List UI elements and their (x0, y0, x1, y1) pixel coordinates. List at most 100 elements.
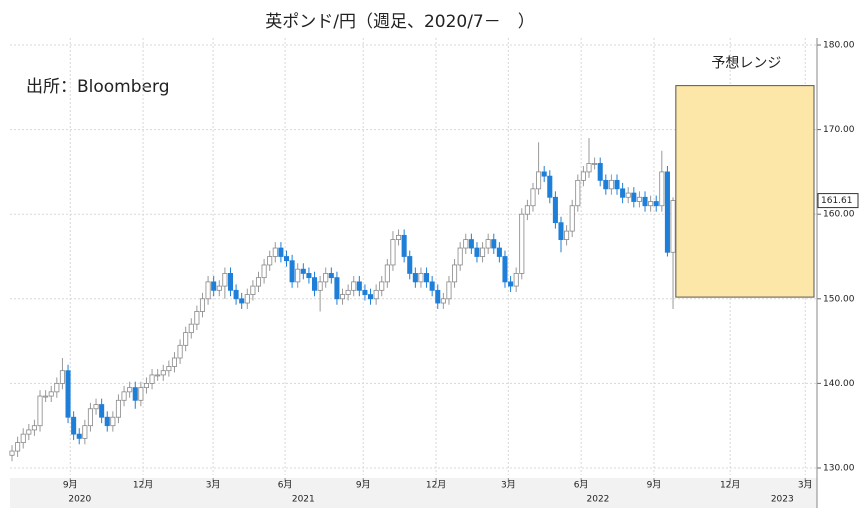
candle-body (519, 213, 525, 274)
candle-body (536, 171, 542, 190)
candle-body (233, 289, 239, 300)
candle-body (356, 281, 362, 291)
candle-body (177, 344, 183, 359)
candle-body (418, 273, 424, 283)
candle-body (648, 201, 654, 207)
candle-body (351, 281, 357, 291)
candle-body (48, 391, 54, 397)
candle-body (597, 163, 603, 181)
candle-body (547, 175, 553, 198)
candle-body (631, 192, 637, 202)
forecast-range (675, 85, 815, 298)
candle-body (530, 188, 536, 207)
candle-body (31, 425, 37, 431)
candle-body (267, 256, 273, 266)
candle-body (435, 289, 441, 304)
x-tick-label: 3月 (798, 480, 813, 491)
candle-body (373, 289, 379, 300)
candle-body (227, 273, 234, 291)
candle-body (183, 332, 189, 346)
x-tick-label: 6月 (278, 480, 293, 491)
candle-body (171, 357, 177, 367)
candle-body (26, 429, 32, 435)
candle-body (592, 163, 598, 165)
candle-body (194, 311, 200, 325)
year-label: 2021 (292, 495, 315, 505)
candle-body (580, 171, 586, 181)
candle-body (132, 387, 138, 401)
source-note: 出所：Bloomberg (26, 77, 169, 97)
candle-body (149, 374, 155, 384)
y-tick-label: 180.00 (823, 41, 855, 51)
y-tick-label: 160.00 (823, 210, 855, 220)
candle-body (283, 256, 290, 262)
y-tick-label: 130.00 (823, 463, 855, 473)
candle-body (155, 374, 161, 377)
candle-body (138, 387, 144, 401)
candle-body (317, 281, 323, 291)
x-tick-label: 12月 (426, 480, 446, 491)
candle-body (278, 247, 284, 257)
candle-body (390, 239, 396, 266)
candle-body (345, 289, 351, 295)
candle-body (653, 201, 659, 207)
candle-body (636, 196, 642, 202)
price-marker (817, 193, 859, 209)
candle-body (323, 273, 329, 283)
candle-body (306, 273, 312, 279)
candle-body (558, 222, 564, 240)
candle-body (513, 273, 519, 287)
candle-body (82, 425, 88, 439)
candle-body (104, 416, 110, 427)
forecast-label: 予想レンジ (711, 56, 781, 72)
candle-body (261, 264, 267, 279)
candle-body (379, 281, 385, 291)
candle-body (339, 294, 346, 300)
candle-body (76, 433, 82, 439)
date-band (10, 478, 817, 508)
candle-body (412, 273, 418, 283)
chart-title: 英ポンド/円（週足、2020/7－ ） (265, 12, 535, 32)
candle-body (446, 281, 452, 300)
candle-body (93, 404, 99, 410)
x-tick-label: 9月 (647, 480, 662, 491)
candle-body (9, 450, 15, 456)
candle-body (440, 298, 446, 304)
candle-body (71, 416, 77, 435)
candle-body (199, 298, 206, 312)
candle-body (334, 277, 340, 300)
candle-body (401, 234, 407, 257)
candle-body (160, 370, 166, 376)
candle-body (87, 408, 93, 427)
x-tick-label: 12月 (720, 480, 740, 491)
candle-body (127, 387, 133, 393)
x-tick-label: 3月 (206, 480, 221, 491)
candle-body (491, 239, 497, 249)
candle-body (620, 188, 626, 198)
candle-body (664, 171, 670, 253)
candle-body (121, 391, 127, 401)
candle-body (43, 395, 49, 398)
candle-body (244, 294, 250, 304)
y-tick-label: 150.00 (823, 294, 855, 304)
candle-body (15, 442, 21, 452)
candle-body (216, 285, 222, 291)
candle-body (541, 171, 547, 177)
candle-body (625, 192, 631, 198)
candle-body (328, 273, 334, 279)
candle-body (564, 230, 570, 240)
candle-body (37, 395, 43, 427)
candle-body (300, 268, 306, 274)
y-tick-label: 170.00 (823, 125, 855, 135)
candle-body (20, 433, 26, 444)
candle-body (222, 273, 228, 287)
candle-body (603, 179, 609, 190)
candle-body (457, 247, 463, 266)
y-tick-label: 140.00 (823, 379, 855, 389)
candle-body (295, 268, 301, 283)
candle-body (524, 205, 530, 215)
candle-body (311, 277, 318, 291)
x-tick-label: 9月 (356, 480, 371, 491)
candle-body (99, 404, 105, 418)
